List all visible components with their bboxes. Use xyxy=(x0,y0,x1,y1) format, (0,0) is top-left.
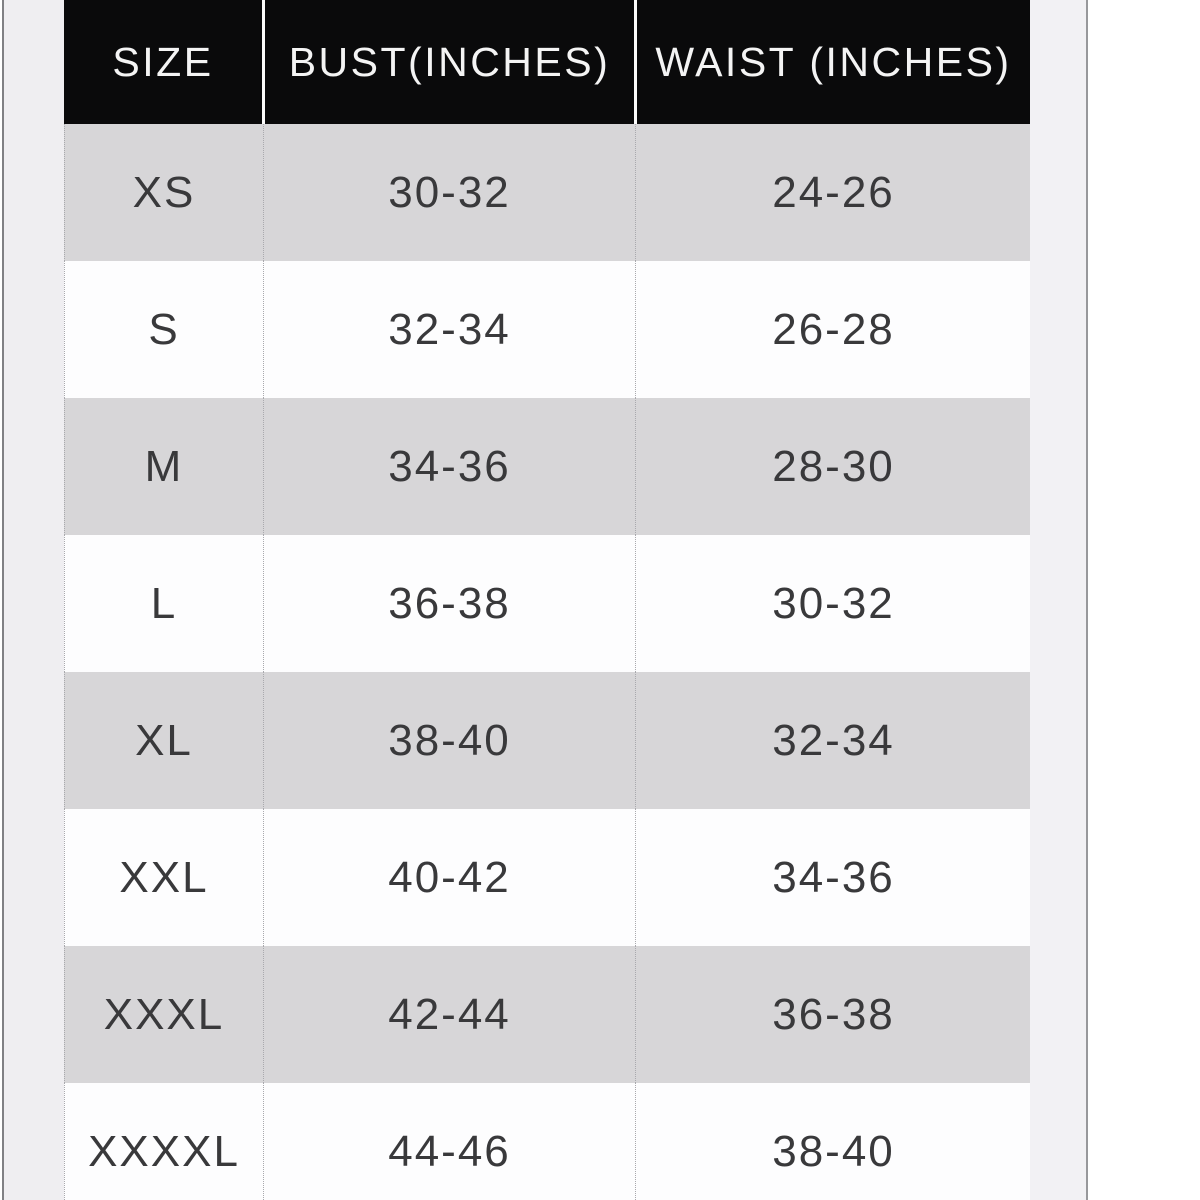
bust-cell: 42-44 xyxy=(263,946,635,1083)
size-cell: XS xyxy=(132,167,196,217)
table-row-s: S 32-34 26-28 xyxy=(64,261,1030,398)
table-header-row: SIZE BUST(INCHES) WAIST (INCHES) xyxy=(64,0,1030,124)
table-row-xl: XL 38-40 32-34 xyxy=(64,672,1030,809)
column-header-waist: WAIST (INCHES) xyxy=(634,0,1030,124)
size-chart-table: SIZE BUST(INCHES) WAIST (INCHES) XS 30-3… xyxy=(64,0,1030,1200)
size-cell: XXXL xyxy=(103,989,225,1039)
table-row-m: M 34-36 28-30 xyxy=(64,398,1030,535)
bust-cell: 44-46 xyxy=(263,1083,635,1200)
size-cell: L xyxy=(150,578,178,628)
size-cell: XXL xyxy=(119,852,209,902)
size-cell: XL xyxy=(135,715,193,765)
bust-cell: 34-36 xyxy=(263,398,635,535)
bust-cell: 32-34 xyxy=(263,261,635,398)
left-edge-line xyxy=(2,0,4,1200)
table-row-xxl: XXL 40-42 34-36 xyxy=(64,809,1030,946)
table-row-l: L 36-38 30-32 xyxy=(64,535,1030,672)
waist-cell: 38-40 xyxy=(635,1083,1031,1200)
right-edge-line xyxy=(1086,0,1088,1200)
waist-cell: 28-30 xyxy=(635,398,1031,535)
column-header-size: SIZE xyxy=(112,38,214,85)
table-row-xxxl: XXXL 42-44 36-38 xyxy=(64,946,1030,1083)
waist-cell: 26-28 xyxy=(635,261,1031,398)
size-cell: S xyxy=(148,304,180,354)
size-cell: XXXXL xyxy=(88,1126,240,1176)
bust-cell: 30-32 xyxy=(263,124,635,261)
table-row-xs: XS 30-32 24-26 xyxy=(64,124,1030,261)
size-cell: M xyxy=(144,441,184,491)
left-margin xyxy=(4,0,64,1200)
bust-cell: 40-42 xyxy=(263,809,635,946)
waist-cell: 32-34 xyxy=(635,672,1031,809)
bust-cell: 38-40 xyxy=(263,672,635,809)
waist-cell: 30-32 xyxy=(635,535,1031,672)
bust-cell: 36-38 xyxy=(263,535,635,672)
table-row-xxxxl: XXXXL 44-46 38-40 xyxy=(64,1083,1030,1200)
column-header-bust: BUST(INCHES) xyxy=(262,0,634,124)
waist-cell: 24-26 xyxy=(635,124,1031,261)
waist-cell: 34-36 xyxy=(635,809,1031,946)
right-margin xyxy=(1030,0,1086,1200)
waist-cell: 36-38 xyxy=(635,946,1031,1083)
